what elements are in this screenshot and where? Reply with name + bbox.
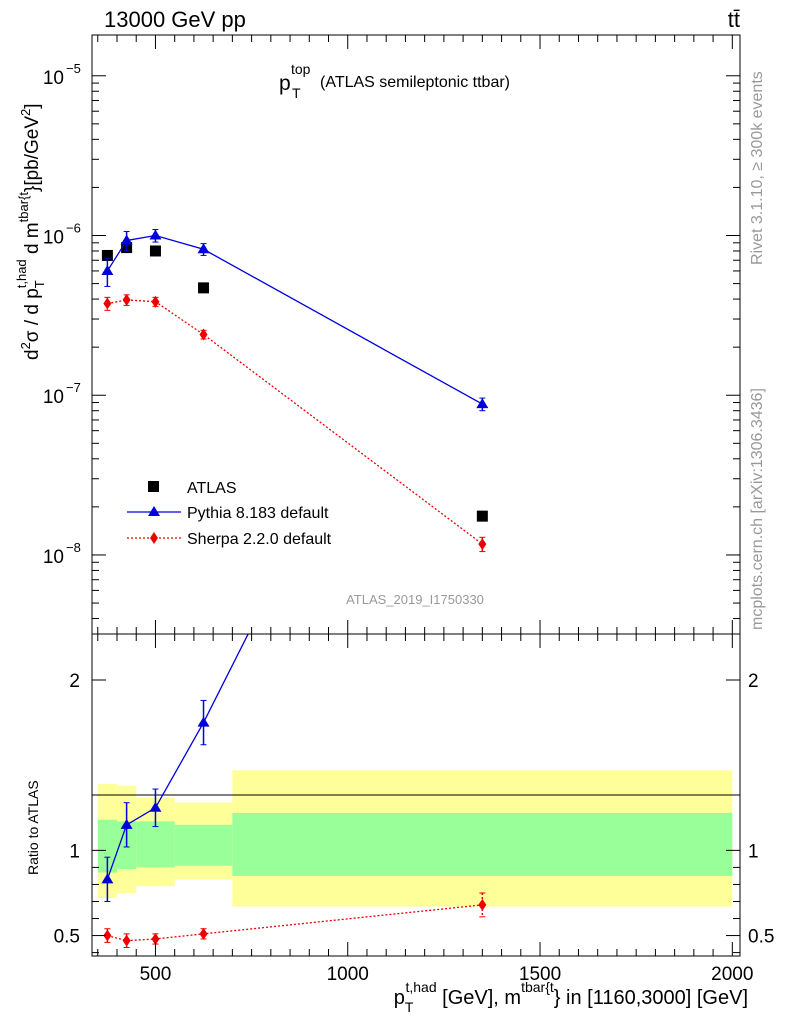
data-point-2 (199, 328, 208, 341)
title-sup: top (291, 61, 311, 77)
y-tick-label: 10 (43, 68, 64, 89)
data-point-0 (198, 282, 210, 294)
ratio-point-1 (478, 898, 487, 911)
y-tick-label: 10 (43, 228, 64, 249)
legend-sherpa-label: Sherpa 2.2.0 default (187, 531, 332, 548)
band-inner (174, 824, 233, 866)
ratio-y-tick-label-right: 1 (748, 841, 759, 862)
side-text-mcplots: mcplots.cern.ch [arXiv:1306.3436] (749, 388, 766, 630)
ratio-series-layer (101, 634, 487, 948)
ratio-point-1 (103, 929, 112, 942)
legend: ATLAS Pythia 8.183 default Sherpa 2.2.0 … (127, 480, 332, 548)
ratio-line-1 (107, 904, 483, 942)
main-plot: ATLAS_2019_I1750330 p top T (ATLAS semil… (14, 34, 741, 635)
ratio-plot: 500 1000 1500 2000 0.5 0.5 1 1 2 2 Ratio to ATLAS (25, 633, 774, 985)
data-point-1 (120, 234, 133, 245)
data-point-1 (476, 398, 489, 409)
y-tick-label: 10 (43, 387, 64, 408)
legend-atlas-marker (148, 481, 159, 492)
ratio-point-0 (120, 818, 133, 829)
header-energy-label: 13000 GeV pp (104, 7, 246, 32)
ratio-y-tick-label: 2 (69, 671, 80, 692)
ratio-y-tick-label: 1 (69, 841, 80, 862)
header-process-label: tt̄ (728, 7, 740, 32)
ratio-y-tick-label-right: 2 (748, 671, 759, 692)
y-tick-label-exponent: −5 (66, 61, 81, 76)
data-point-0 (149, 245, 161, 257)
data-point-0 (476, 510, 488, 522)
band-inner (232, 812, 733, 876)
data-point-1 (101, 264, 114, 275)
x-axis-label-text: pTt,had [GeV], mtbar{t} in [1160,3000] [… (394, 979, 748, 1015)
main-title: p top T (ATLAS semileptonic ttbar) (279, 61, 510, 101)
y-tick-label-exponent: −8 (66, 540, 81, 555)
main-y-label-text: d2σ / d pTt,had d mtbar{t}[pb/GeV2] (14, 103, 47, 360)
ratio-point-1 (199, 927, 208, 940)
ratio-point-1 (122, 934, 131, 947)
data-point-1 (197, 243, 210, 254)
watermark: ATLAS_2019_I1750330 (346, 592, 484, 607)
ratio-point-0 (149, 801, 162, 812)
data-point-2 (478, 538, 487, 551)
ratio-frame (91, 633, 741, 957)
series-line-1 (106, 234, 483, 405)
ratio-x-tick-label: 1500 (519, 964, 561, 985)
data-point-1 (149, 229, 162, 240)
ratio-point-1 (151, 932, 160, 945)
ratio-point-0 (197, 716, 210, 727)
y-tick-label-exponent: −6 (66, 221, 81, 236)
ratio-y-tick-label-right: 0.5 (748, 927, 774, 948)
ratio-x-tick-label: 2000 (711, 964, 753, 985)
y-tick-label: 10 (43, 547, 64, 568)
main-series-layer (101, 229, 489, 553)
data-point-2 (122, 293, 131, 306)
side-text-rivet: Rivet 3.1.10, ≥ 300k events (749, 71, 766, 265)
legend-pythia-label: Pythia 8.183 default (187, 505, 329, 522)
ratio-clipped-group (101, 634, 487, 948)
ratio-x-tick-label: 500 (140, 964, 172, 985)
band-inner (136, 821, 175, 868)
band-inner (97, 819, 117, 873)
ratio-y-tick-label: 0.5 (54, 927, 80, 948)
x-axis-label: pTt,had [GeV], mtbar{t} in [1160,3000] [… (394, 979, 748, 1015)
legend-atlas-label: ATLAS (187, 480, 237, 497)
title-sub: T (292, 85, 301, 101)
ratio-y-label: Ratio to ATLAS (25, 780, 41, 875)
main-y-label: d2σ / d pTt,had d mtbar{t}[pb/GeV2] (14, 103, 47, 360)
data-point-2 (151, 295, 160, 308)
y-tick-label-exponent: −7 (66, 380, 81, 395)
data-point-2 (103, 297, 112, 310)
ratio-bands (97, 770, 733, 907)
legend-pythia-marker (148, 506, 160, 516)
main-y-ticks: 10−810−710−610−5 (43, 35, 740, 634)
ratio-ticks: 500 1000 1500 2000 0.5 0.5 1 1 2 2 (54, 634, 774, 985)
ratio-point-0 (101, 873, 114, 884)
ratio-x-tick-label: 1000 (327, 964, 369, 985)
data-point-0 (101, 249, 113, 261)
title-symbol: p (279, 72, 291, 95)
title-text: (ATLAS semileptonic ttbar) (320, 74, 510, 91)
legend-sherpa-marker (150, 532, 158, 544)
